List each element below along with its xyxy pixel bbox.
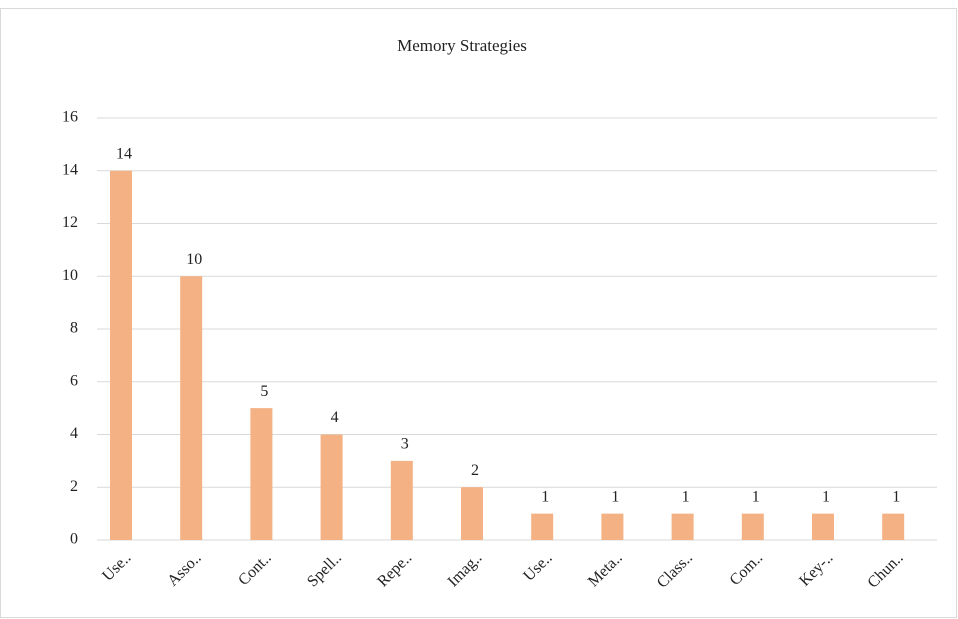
- data-label: 5: [260, 383, 268, 400]
- y-tick-label: 8: [70, 320, 78, 337]
- data-label: 14: [116, 145, 132, 162]
- bar: [601, 513, 624, 540]
- y-tick-label: 16: [62, 109, 78, 126]
- y-tick-label: 0: [70, 531, 78, 548]
- bar: [531, 513, 554, 540]
- bar: [390, 460, 413, 540]
- data-label: 4: [331, 409, 339, 426]
- bar: [812, 513, 834, 540]
- data-label: 1: [822, 488, 830, 505]
- data-label: 1: [752, 488, 760, 505]
- data-label: 1: [611, 488, 619, 505]
- y-tick-label: 10: [62, 267, 78, 284]
- bar: [741, 513, 764, 540]
- bar: [671, 513, 694, 540]
- data-label: 1: [682, 488, 690, 505]
- bar: [180, 276, 203, 540]
- data-label: 10: [186, 251, 202, 268]
- bar: [461, 487, 483, 540]
- data-label: 1: [892, 488, 900, 505]
- bar: [250, 408, 273, 540]
- bar: [320, 434, 343, 540]
- bar: [882, 513, 905, 540]
- y-tick-label: 2: [70, 478, 78, 495]
- data-label: 1: [541, 488, 549, 505]
- data-label: 2: [471, 462, 479, 479]
- y-tick-label: 12: [62, 214, 78, 231]
- data-label: 3: [401, 436, 409, 453]
- bar: [110, 170, 132, 540]
- chart-title: Memory Strategies: [397, 36, 527, 55]
- y-tick-label: 6: [70, 372, 78, 389]
- y-tick-label: 14: [62, 161, 78, 178]
- y-tick-label: 4: [70, 425, 78, 442]
